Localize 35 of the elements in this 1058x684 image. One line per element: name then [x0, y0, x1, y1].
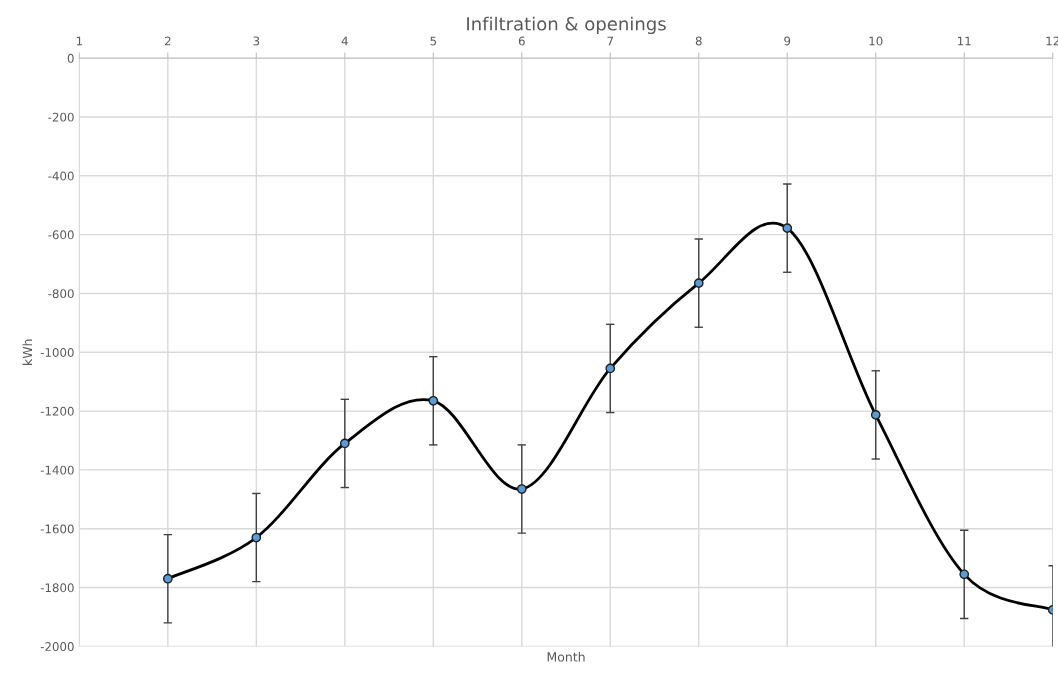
x-tick-label: 7 — [607, 36, 614, 46]
x-tick-label: 11 — [958, 36, 971, 46]
y-tick-label: -1600 — [40, 524, 74, 534]
point — [605, 363, 616, 374]
y-tick-label: -400 — [48, 171, 74, 181]
x-tick-label: 8 — [695, 36, 702, 46]
y-tick-label: -1400 — [40, 465, 74, 475]
x-axis-title: Month — [547, 651, 585, 662]
x-tick-label: 6 — [518, 36, 525, 46]
point — [162, 573, 173, 584]
x-tick-label: 10 — [869, 36, 883, 46]
point — [782, 223, 793, 234]
x-tick-label: 2 — [164, 36, 171, 46]
point — [428, 395, 439, 406]
y-tick-label: -1800 — [40, 583, 74, 593]
x-tick-label: 4 — [341, 36, 348, 46]
y-tick-label: -200 — [48, 112, 74, 122]
chart-title: Infiltration & openings — [467, 16, 666, 35]
x-tick-label: 3 — [253, 36, 260, 46]
y-tick-label: 0 — [67, 53, 74, 63]
y-tick-label: -600 — [48, 230, 74, 240]
y-tick-label: -1000 — [40, 347, 74, 357]
point — [693, 278, 704, 289]
point — [251, 532, 262, 543]
y-tick-label: -800 — [48, 289, 74, 299]
x-tick-label: 9 — [784, 36, 791, 46]
point — [339, 438, 350, 449]
point — [870, 410, 881, 420]
y-tick-label: -2000 — [40, 642, 74, 652]
point — [516, 484, 527, 494]
y-axis-title: kWh — [22, 339, 33, 365]
x-tick-label: 1 — [76, 36, 83, 46]
x-tick-label: 5 — [430, 36, 437, 46]
y-tick-label: -1200 — [40, 406, 74, 416]
point — [959, 569, 970, 580]
